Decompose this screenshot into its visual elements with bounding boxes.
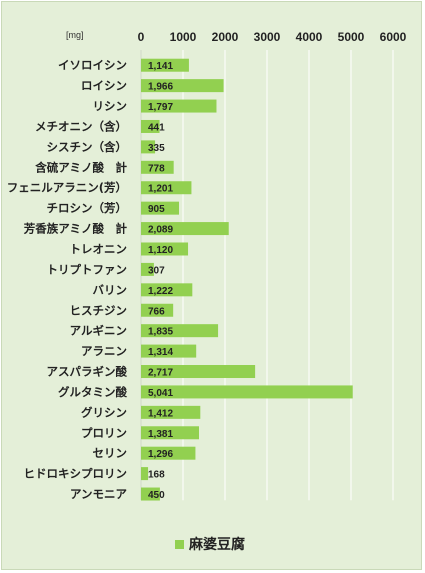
data-labels: 1,141 1,966 1,797 441 335 778 1,201 905 2,089 1,1…: [148, 61, 173, 501]
category-label: 芳香族アミノ酸 計: [24, 222, 128, 236]
category-label: ロイシン: [81, 79, 127, 93]
x-axis-tick-labels: 0 1000 2000 3000 4000 5000 6000: [138, 30, 407, 44]
bar: [141, 242, 189, 256]
bar: [141, 344, 197, 358]
data-label: 2,717: [148, 368, 173, 379]
category-label: イソロイシン: [58, 58, 127, 72]
data-label: 5,041: [148, 388, 173, 399]
data-label: 2,089: [148, 225, 173, 236]
data-label: 1,381: [148, 429, 173, 440]
data-label: 1,296: [148, 449, 173, 460]
data-label: 766: [148, 306, 165, 317]
bar: [141, 181, 192, 195]
data-label: 1,412: [148, 408, 173, 419]
data-label: 1,797: [148, 102, 173, 113]
category-label: リシン: [93, 99, 128, 113]
legend-label: 麻婆豆腐: [188, 536, 245, 553]
category-label: セリン: [93, 446, 128, 460]
category-label: トリプトファン: [47, 262, 128, 276]
bar: [141, 140, 156, 154]
data-label: 168: [148, 470, 165, 481]
category-label: バリン: [93, 283, 128, 297]
category-label: プロリン: [81, 426, 127, 440]
category-label: フェニルアラニン(芳）: [7, 181, 127, 195]
legend: 麻婆豆腐: [175, 536, 245, 553]
bar: [141, 324, 219, 338]
data-label: 450: [148, 490, 165, 501]
bar: [141, 467, 149, 481]
bar: [141, 405, 201, 419]
category-label: グリシン: [81, 405, 127, 419]
category-label: ヒスチジン: [70, 303, 128, 317]
category-label: トレオニン: [70, 242, 128, 256]
x-tick-label: 1000: [170, 30, 197, 44]
bar: [141, 283, 193, 297]
x-tick-label: 0: [138, 30, 145, 44]
data-label: 335: [148, 143, 165, 154]
data-label: 307: [148, 265, 165, 276]
x-tick-label: 5000: [338, 30, 365, 44]
bar: [141, 385, 353, 399]
category-label: メチオニン（含）: [35, 119, 127, 133]
bar: [141, 222, 229, 236]
category-label: アルギニン: [70, 324, 127, 338]
data-label: 1,120: [148, 245, 173, 256]
data-label: 1,835: [148, 327, 173, 338]
data-label: 905: [148, 204, 165, 215]
bar: [141, 303, 174, 317]
legend-swatch: [175, 540, 184, 549]
category-label: 含硫アミノ酸 計: [34, 160, 127, 174]
bar: [141, 487, 160, 501]
bar: [141, 58, 189, 72]
category-label: アンモニア: [70, 487, 128, 501]
bar: [141, 119, 160, 133]
bar: [141, 365, 256, 379]
data-label: 1,314: [148, 347, 173, 358]
bar: [141, 99, 217, 113]
bar: [141, 446, 196, 460]
bar: [141, 201, 180, 215]
bar: [141, 426, 200, 440]
bar: [141, 262, 154, 276]
data-label: 778: [148, 163, 165, 174]
category-label: アラニン: [81, 344, 127, 358]
bars: [141, 58, 353, 501]
data-label: 1,141: [148, 61, 173, 72]
data-label: 441: [148, 122, 165, 133]
bar: [141, 160, 174, 174]
x-tick-label: 2000: [212, 30, 239, 44]
category-label: シスチン（含）: [47, 140, 128, 154]
bar: [141, 79, 224, 93]
x-tick-label: 6000: [380, 30, 407, 44]
category-label: チロシン（芳）: [47, 201, 128, 215]
data-label: 1,201: [148, 184, 173, 195]
unit-label: [mg]: [66, 30, 84, 40]
category-label: アスパラギン酸: [47, 365, 128, 379]
category-label: ヒドロキシプロリン: [24, 467, 128, 481]
category-label: グルタミン酸: [58, 385, 127, 399]
x-tick-label: 3000: [254, 30, 281, 44]
data-label: 1,966: [148, 82, 173, 93]
x-tick-label: 4000: [296, 30, 323, 44]
data-label: 1,222: [148, 286, 173, 297]
